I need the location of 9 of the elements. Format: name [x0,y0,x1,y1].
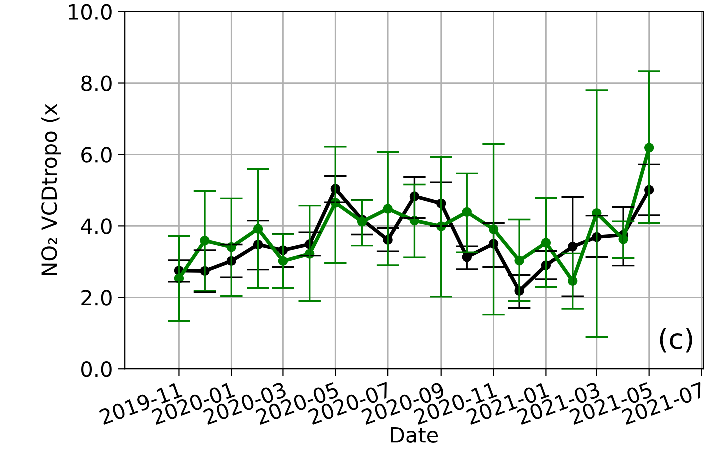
y-tick-label: 10.0 [69,4,112,20]
y-tick-label: 0.0 [82,362,112,378]
y-tick-label: 6.0 [82,147,112,163]
y-tick-label: 2.0 [82,290,112,306]
y-tick-label: 4.0 [81,218,112,234]
x-axis-title: Date [391,427,438,443]
y-axis-title: NO₂ VCDtropo (x [41,104,62,276]
y-tick-label: 8.0 [82,76,112,92]
annotation: (c) [660,328,692,353]
